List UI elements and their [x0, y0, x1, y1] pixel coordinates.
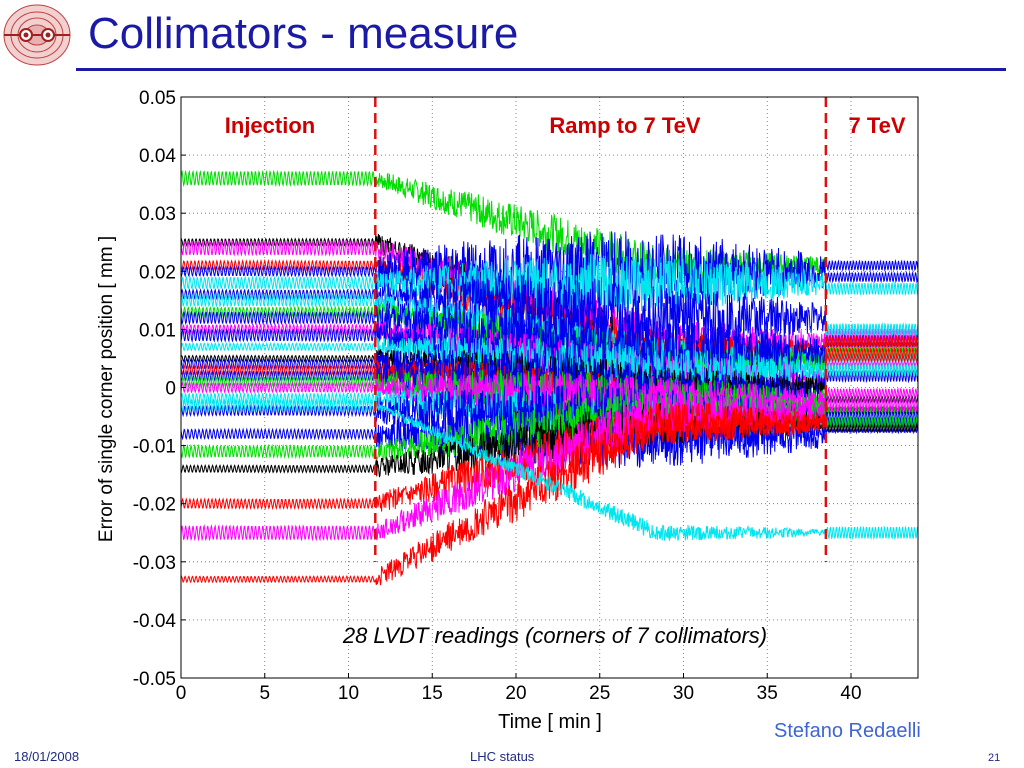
y-tick-label: 0.02 — [139, 262, 176, 283]
x-tick-label: 30 — [673, 683, 694, 704]
author-name: Stefano Redaelli — [774, 720, 921, 742]
y-tick-label: 0.04 — [139, 146, 176, 167]
footer-title: LHC status — [470, 749, 535, 764]
x-tick-label: 35 — [757, 683, 778, 704]
x-tick-label: 0 — [176, 683, 187, 704]
phase-label-injection: Injection — [225, 113, 315, 138]
lhc-logo — [3, 4, 71, 66]
y-tick-label: -0.03 — [133, 553, 176, 574]
title-underline — [76, 68, 1006, 71]
x-tick-label: 40 — [840, 683, 861, 704]
footer-date: 18/01/2008 — [14, 749, 80, 764]
series-line — [180, 372, 919, 421]
series-line — [180, 389, 919, 542]
series-line — [180, 253, 919, 312]
page-number: 21 — [988, 752, 1001, 764]
x-tick-label: 15 — [422, 683, 443, 704]
phase-label-flat-top: 7 TeV — [848, 113, 905, 138]
y-tick-label: -0.02 — [133, 495, 176, 516]
series-line — [180, 302, 919, 385]
y-tick-label: -0.05 — [133, 669, 176, 690]
y-tick-label: -0.04 — [133, 611, 177, 632]
series-line — [180, 397, 919, 541]
x-tick-label: 5 — [259, 683, 270, 704]
slide-title: Collimators - measure — [88, 9, 519, 58]
y-tick-label: 0.01 — [139, 320, 176, 341]
y-tick-label: -0.01 — [133, 437, 176, 458]
axis-ticks: 0 5 10 15 20 25 30 35 400.050.040.030.020.010-0.… — [133, 88, 862, 704]
x-tick-label: 25 — [589, 683, 610, 704]
x-tick-label: 10 — [338, 683, 359, 704]
chart-labels: Injection Ramp to 7 TeV 7 TeV 28 LVDT re… — [96, 113, 906, 733]
y-axis-label: Error of single corner position [ mm ] — [96, 236, 117, 542]
x-axis-label: Time [ min ] — [498, 711, 602, 733]
series-lines — [180, 169, 919, 586]
phase-label-ramp: Ramp to 7 TeV — [549, 113, 701, 138]
chart-annotation: 28 LVDT readings (corners of 7 collimato… — [342, 623, 767, 648]
y-tick-label: 0.05 — [139, 88, 176, 109]
y-tick-label: 0.03 — [139, 204, 176, 225]
series-line — [180, 353, 919, 586]
phase-markers — [374, 97, 828, 562]
x-tick-label: 20 — [505, 683, 526, 704]
y-tick-label: 0 — [165, 379, 176, 400]
logo-rings — [3, 4, 71, 66]
